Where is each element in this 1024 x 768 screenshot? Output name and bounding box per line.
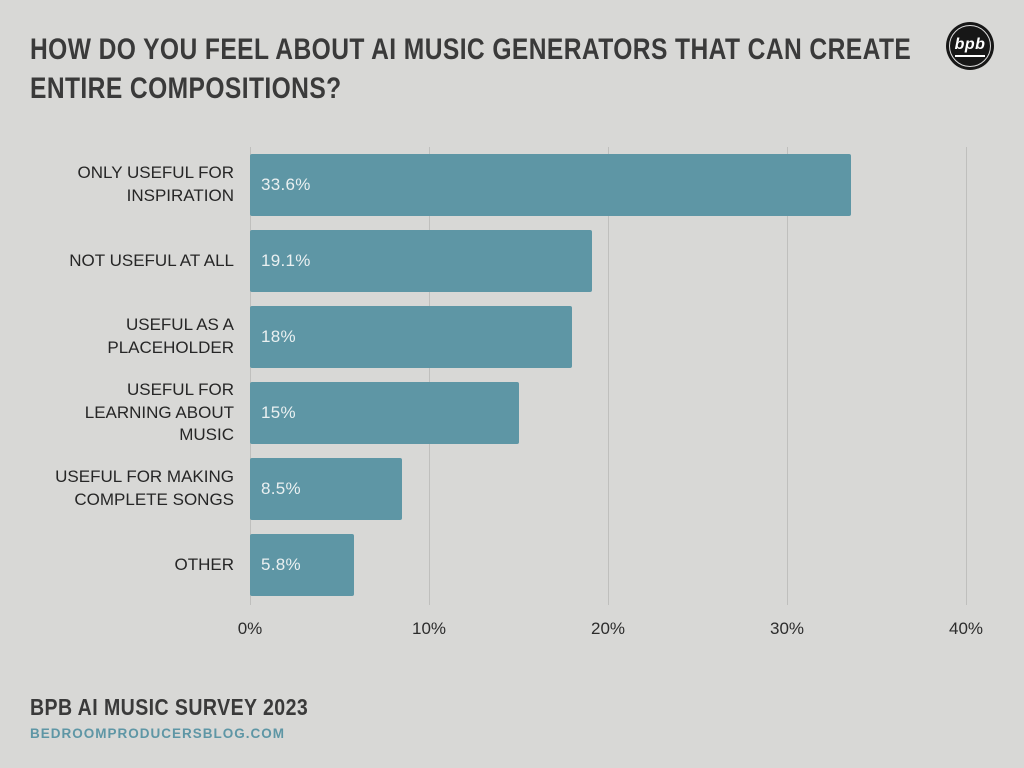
category-label-text: OTHER	[174, 554, 235, 574]
bar-row: NOT USEFUL AT ALL 19.1%	[0, 223, 1024, 299]
x-tick-label: 30%	[769, 619, 805, 638]
bar-cell: 19.1%	[250, 223, 966, 299]
bar-value-label: 8.5%	[261, 479, 301, 498]
category-label-text: NOT USEFUL AT ALL	[69, 250, 234, 270]
bar: 18%	[250, 306, 573, 368]
gridline	[966, 147, 967, 605]
category-label-text: USEFUL AS A PLACEHOLDER	[107, 315, 234, 357]
bar-cell: 15%	[250, 375, 966, 451]
x-tick-label: 0%	[237, 619, 263, 638]
bar: 19.1%	[250, 230, 592, 292]
gridline	[787, 147, 788, 605]
bar-row: OTHER 5.8%	[0, 527, 1024, 603]
category-label: ONLY USEFUL FOR INSPIRATION	[0, 162, 250, 208]
bar: 5.8%	[250, 534, 354, 596]
category-label: USEFUL FOR MAKING COMPLETE SONGS	[0, 466, 250, 512]
category-label-text: USEFUL FOR LEARNING ABOUT MUSIC	[84, 379, 234, 445]
bar-value-label: 18%	[261, 327, 296, 346]
bar-value-label: 15%	[261, 403, 296, 422]
footer-website: BEDROOMPRODUCERSBLOG.COM	[30, 726, 286, 741]
bar-cell: 18%	[250, 299, 966, 375]
bar: 33.6%	[250, 154, 852, 216]
category-label: NOT USEFUL AT ALL	[0, 250, 250, 273]
gridline	[608, 147, 609, 605]
footer-survey-title: BPB AI MUSIC SURVEY 2023	[30, 694, 309, 720]
bpb-logo-text: bpb	[954, 36, 986, 57]
bar-chart: ONLY USEFUL FOR INSPIRATION 33.6% NOT USEF…	[0, 147, 1024, 667]
bar-row: USEFUL FOR LEARNING ABOUT MUSIC 15%	[0, 375, 1024, 451]
x-tick-label: 20%	[590, 619, 626, 638]
bar-row: USEFUL FOR MAKING COMPLETE SONGS 8.5%	[0, 451, 1024, 527]
chart-rows: ONLY USEFUL FOR INSPIRATION 33.6% NOT USEF…	[0, 147, 1024, 603]
bar-cell: 8.5%	[250, 451, 966, 527]
bar: 8.5%	[250, 458, 403, 520]
bar-value-label: 19.1%	[261, 251, 311, 270]
bar-row: USEFUL AS A PLACEHOLDER 18%	[0, 299, 1024, 375]
gridline	[250, 147, 251, 605]
category-label-text: ONLY USEFUL FOR INSPIRATION	[77, 163, 235, 205]
x-tick-label: 40%	[948, 619, 984, 638]
bar: 15%	[250, 382, 519, 444]
x-axis: 0% 10% 20% 30% 40%	[238, 619, 983, 643]
bpb-logo: bpb	[946, 22, 994, 70]
gridline	[429, 147, 430, 605]
bar-value-label: 33.6%	[261, 175, 311, 194]
bar-cell: 5.8%	[250, 527, 966, 603]
bar-row: ONLY USEFUL FOR INSPIRATION 33.6%	[0, 147, 1024, 223]
bar-cell: 33.6%	[250, 147, 966, 223]
category-label: OTHER	[0, 554, 250, 577]
x-tick-label: 10%	[411, 619, 447, 638]
gridlines	[250, 147, 967, 605]
page-title: HOW DO YOU FEEL ABOUT AI MUSIC GENERATOR…	[30, 33, 912, 105]
bar-value-label: 5.8%	[261, 555, 301, 574]
category-label: USEFUL FOR LEARNING ABOUT MUSIC	[0, 379, 250, 448]
category-label: USEFUL AS A PLACEHOLDER	[0, 314, 250, 360]
category-label-text: USEFUL FOR MAKING COMPLETE SONGS	[55, 467, 234, 509]
